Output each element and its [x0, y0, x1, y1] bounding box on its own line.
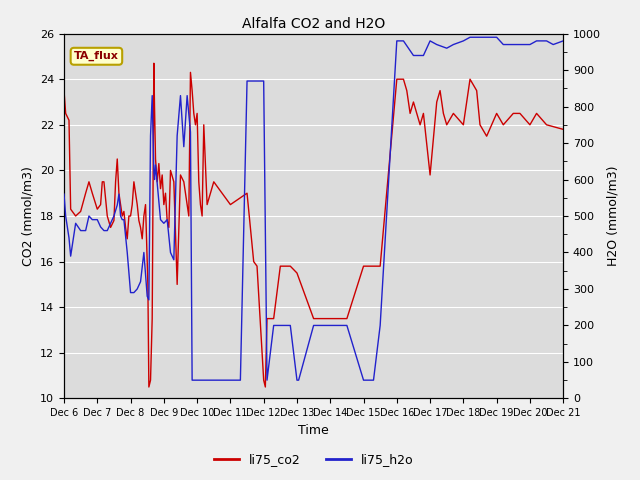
- Legend: li75_co2, li75_h2o: li75_co2, li75_h2o: [209, 448, 419, 471]
- Y-axis label: H2O (mmol/m3): H2O (mmol/m3): [607, 166, 620, 266]
- Title: Alfalfa CO2 and H2O: Alfalfa CO2 and H2O: [242, 17, 385, 31]
- X-axis label: Time: Time: [298, 424, 329, 437]
- Y-axis label: CO2 (mmol/m3): CO2 (mmol/m3): [22, 166, 35, 266]
- Text: TA_flux: TA_flux: [74, 51, 119, 61]
